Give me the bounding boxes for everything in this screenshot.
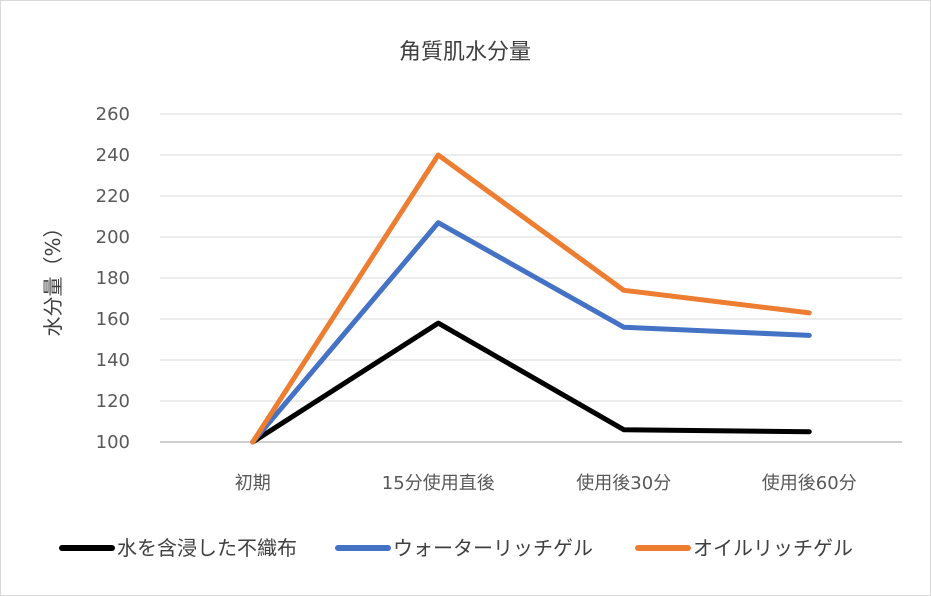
x-tick-label: 15分使用直後 xyxy=(382,473,495,494)
y-tick-label: 160 xyxy=(96,309,130,330)
series-3 xyxy=(250,152,812,445)
y-tick-label: 140 xyxy=(96,350,130,371)
x-tick-label: 初期 xyxy=(235,473,271,494)
legend-label: 水を含浸した不織布 xyxy=(117,536,297,560)
y-tick-label: 120 xyxy=(96,391,130,412)
series-line xyxy=(250,152,812,445)
legend-item: ウォーターリッチゲル xyxy=(335,536,593,560)
series-lines xyxy=(250,152,812,445)
y-tick-label: 180 xyxy=(96,268,130,289)
y-axis-title: 水分量（%） xyxy=(41,217,65,336)
legend: 水を含浸した不織布 ウォーターリッチゲル オイルリッチゲル xyxy=(59,536,853,560)
y-axis-ticks: 100 120 140 160 180 200 220 240 260 xyxy=(96,104,130,453)
y-tick-label: 240 xyxy=(96,145,130,166)
x-axis-ticks: 初期 15分使用直後 使用後30分 使用後60分 xyxy=(235,473,857,494)
y-tick-label: 260 xyxy=(96,104,130,125)
series-line xyxy=(250,220,812,445)
legend-label: ウォーターリッチゲル xyxy=(393,536,593,560)
y-tick-label: 200 xyxy=(96,227,130,248)
series-line xyxy=(250,320,812,445)
x-tick-label: 使用後60分 xyxy=(762,473,857,494)
y-tick-label: 220 xyxy=(96,186,130,207)
legend-label: オイルリッチゲル xyxy=(693,536,853,560)
x-tick-label: 使用後30分 xyxy=(576,473,671,494)
series-1 xyxy=(250,320,812,445)
y-tick-label: 100 xyxy=(96,432,130,453)
legend-item: オイルリッチゲル xyxy=(635,536,853,560)
gridlines xyxy=(160,113,902,443)
legend-item: 水を含浸した不織布 xyxy=(59,536,297,560)
chart-title: 角質肌水分量 xyxy=(399,40,531,65)
series-2 xyxy=(250,220,812,445)
